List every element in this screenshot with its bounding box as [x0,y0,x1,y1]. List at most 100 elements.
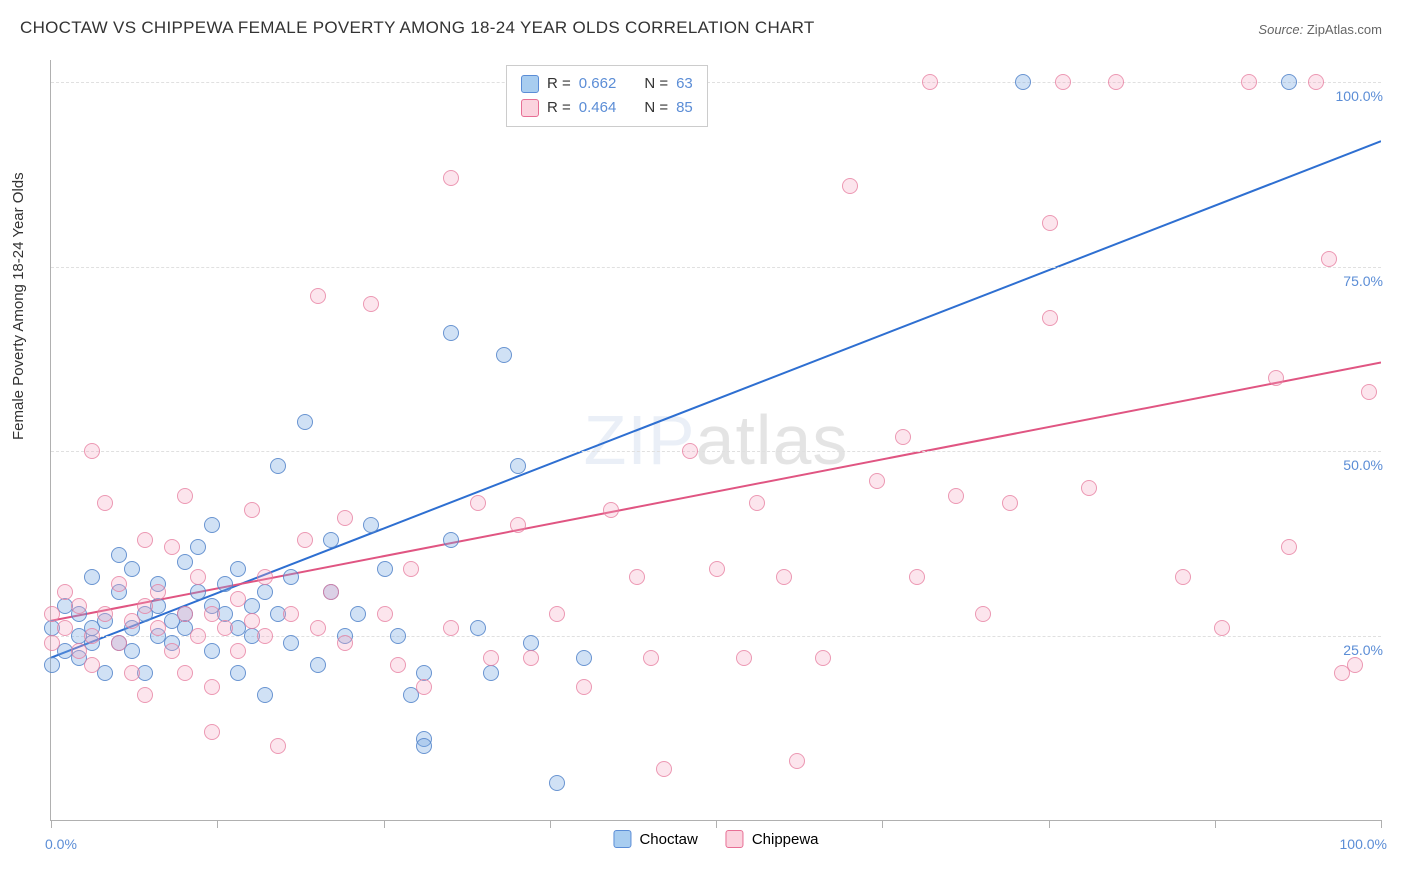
scatter-point [310,288,326,304]
n-label: N = [644,96,668,120]
choctaw-swatch-icon [613,830,631,848]
scatter-point [297,532,313,548]
scatter-point [443,620,459,636]
chart-title: CHOCTAW VS CHIPPEWA FEMALE POVERTY AMONG… [20,18,815,38]
choctaw-r-value: 0.662 [579,72,617,96]
scatter-point [416,665,432,681]
scatter-point [137,532,153,548]
scatter-point [44,657,60,673]
scatter-point [204,724,220,740]
source-attribution: Source: ZipAtlas.com [1258,22,1382,37]
scatter-point [257,584,273,600]
legend-row-choctaw: R = 0.662 N = 63 [521,72,693,96]
correlation-legend: R = 0.662 N = 63 R = 0.464 N = 85 [506,65,708,127]
scatter-point [310,657,326,673]
scatter-point [323,532,339,548]
scatter-point [150,620,166,636]
scatter-point [510,458,526,474]
scatter-point [190,569,206,585]
chippewa-swatch-icon [521,99,539,117]
scatter-point [1281,74,1297,90]
scatter-chart: R = 0.662 N = 63 R = 0.464 N = 85 ZIPatl… [50,60,1381,821]
scatter-point [1347,657,1363,673]
scatter-point [443,170,459,186]
scatter-point [815,650,831,666]
scatter-point [230,591,246,607]
scatter-point [124,665,140,681]
scatter-point [97,495,113,511]
scatter-point [97,606,113,622]
legend-row-chippewa: R = 0.464 N = 85 [521,96,693,120]
scatter-point [1214,620,1230,636]
y-tick-label: 50.0% [1343,457,1383,473]
chippewa-n-value: 85 [676,96,693,120]
scatter-point [842,178,858,194]
scatter-point [350,606,366,622]
scatter-point [523,650,539,666]
scatter-point [71,598,87,614]
scatter-point [84,628,100,644]
scatter-point [283,635,299,651]
scatter-point [190,539,206,555]
scatter-point [230,665,246,681]
scatter-point [283,569,299,585]
scatter-point [217,576,233,592]
scatter-point [443,532,459,548]
scatter-point [124,561,140,577]
x-tick [716,820,717,828]
x-tick [550,820,551,828]
choctaw-label: Choctaw [639,831,697,848]
x-tick [882,820,883,828]
scatter-point [204,679,220,695]
y-axis-label: Female Poverty Among 18-24 Year Olds [10,172,27,440]
scatter-point [244,613,260,629]
scatter-point [403,561,419,577]
scatter-point [257,628,273,644]
scatter-point [390,657,406,673]
scatter-point [416,738,432,754]
scatter-point [749,495,765,511]
scatter-point [44,606,60,622]
scatter-point [244,502,260,518]
x-tick [51,820,52,828]
scatter-point [323,584,339,600]
scatter-point [137,687,153,703]
scatter-point [869,473,885,489]
scatter-point [470,620,486,636]
scatter-point [390,628,406,644]
scatter-point [776,569,792,585]
scatter-point [257,687,273,703]
scatter-point [337,635,353,651]
scatter-point [111,576,127,592]
scatter-point [177,488,193,504]
x-tick [1215,820,1216,828]
scatter-point [629,569,645,585]
scatter-point [1042,215,1058,231]
scatter-point [909,569,925,585]
scatter-point [1321,251,1337,267]
choctaw-n-value: 63 [676,72,693,96]
scatter-point [111,635,127,651]
choctaw-swatch-icon [521,75,539,93]
r-label: R = [547,96,571,120]
scatter-point [1055,74,1071,90]
scatter-point [310,620,326,636]
gridline [51,82,1381,83]
scatter-point [363,296,379,312]
source-label: Source: [1258,22,1303,37]
x-tick [217,820,218,828]
scatter-point [576,679,592,695]
scatter-point [1015,74,1031,90]
legend-item-chippewa: Chippewa [726,830,819,848]
trend-lines [51,60,1381,820]
scatter-point [190,628,206,644]
scatter-point [204,606,220,622]
x-tick [1049,820,1050,828]
scatter-point [257,569,273,585]
scatter-point [656,761,672,777]
scatter-point [270,738,286,754]
scatter-point [1361,384,1377,400]
scatter-point [1081,480,1097,496]
watermark: ZIPatlas [584,400,849,480]
scatter-point [1268,370,1284,386]
